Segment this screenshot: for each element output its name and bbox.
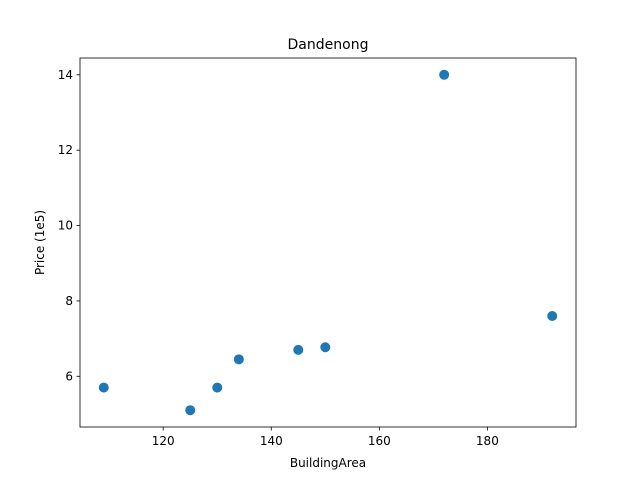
x-tick-label-2: 160 [368, 434, 391, 448]
y-tick-label-3: 12 [58, 143, 73, 157]
x-axis-ticks: 120 140 160 180 [152, 427, 499, 448]
y-tick-label-0: 6 [65, 369, 73, 383]
chart-title: Dandenong [288, 37, 369, 53]
y-axis-label: Price (1e5) [33, 210, 47, 275]
data-point-2 [212, 382, 223, 393]
data-points [98, 69, 558, 416]
y-axis-ticks: 6 8 10 12 14 [58, 68, 80, 383]
y-tick-label-4: 14 [58, 68, 73, 82]
data-point-5 [320, 342, 331, 353]
data-point-0 [98, 382, 109, 393]
x-axis-label: BuildingArea [290, 456, 366, 470]
data-point-6 [439, 69, 450, 80]
x-tick-label-0: 120 [152, 434, 175, 448]
data-point-1 [185, 405, 196, 416]
x-tick-label-1: 140 [260, 434, 283, 448]
data-point-4 [293, 344, 304, 355]
x-tick-label-3: 180 [476, 434, 499, 448]
data-point-3 [233, 354, 244, 365]
y-tick-label-1: 8 [65, 294, 73, 308]
y-tick-label-2: 10 [58, 219, 73, 233]
plot-area-frame [79, 57, 577, 428]
data-point-7 [547, 310, 558, 321]
